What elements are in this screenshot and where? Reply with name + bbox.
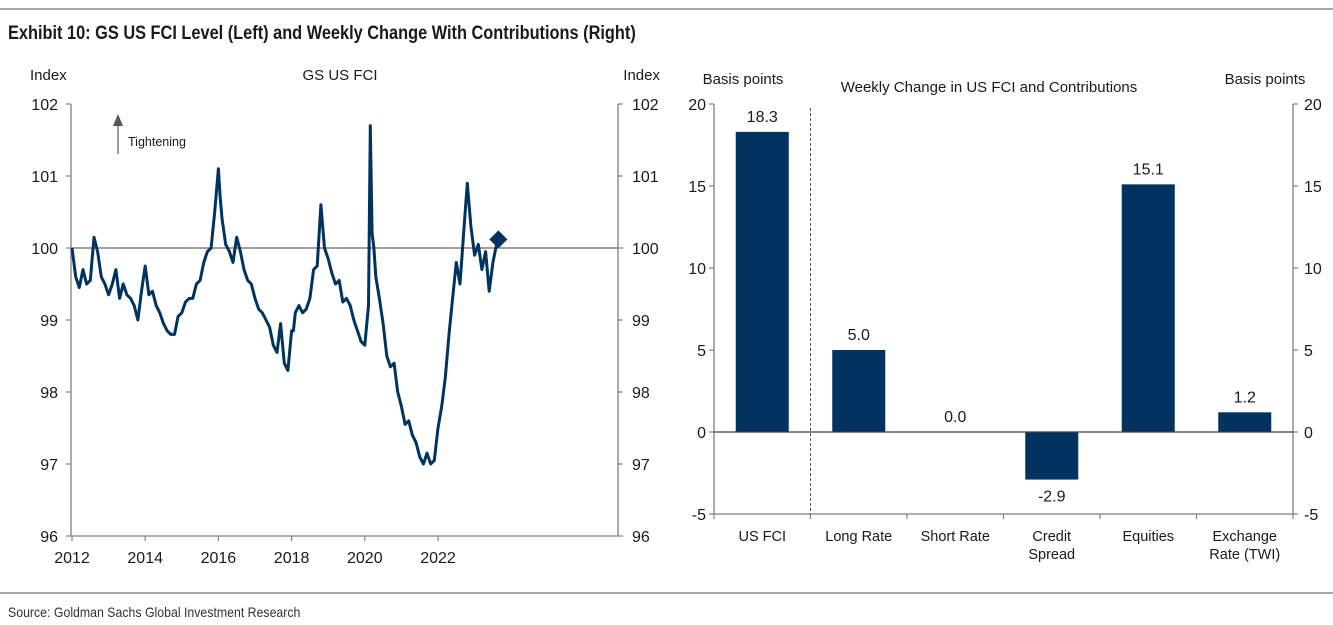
weekly-change-chart: Basis points Weekly Change in US FCI and … (688, 71, 1322, 563)
right-axis-label: Basis points (1225, 71, 1306, 88)
y-tick-label-right: 96 (632, 529, 650, 546)
y-tick-label-left: 101 (31, 169, 58, 186)
x-tick-label: 2014 (127, 550, 163, 567)
y-tick-label-left: 98 (40, 385, 58, 402)
y-tick-label-right: 101 (632, 169, 659, 186)
left-axis-label: Index (30, 67, 67, 84)
latest-value-diamond (489, 230, 508, 249)
y-tick-label-right: -5 (1304, 507, 1318, 524)
y-tick-label-right: 100 (632, 241, 659, 258)
category-label: Spread (1028, 547, 1075, 563)
x-tick-label: 2012 (54, 550, 90, 567)
x-tick-label: 2020 (347, 550, 383, 567)
category-label: Long Rate (825, 529, 892, 545)
y-tick-label-left: 20 (688, 97, 706, 114)
fci-line (70, 124, 499, 466)
y-tick-label-left: 100 (31, 241, 58, 258)
bar-data-label: 1.2 (1234, 389, 1256, 406)
y-tick-label-left: 102 (31, 97, 58, 114)
bar (1121, 184, 1175, 432)
y-tick-label-right: 10 (1304, 261, 1322, 278)
y-tick-label-right: 97 (632, 457, 650, 474)
tightening-annotation: Tightening (128, 135, 186, 149)
y-tick-label-left: 10 (688, 261, 706, 278)
y-tick-label-right: 5 (1304, 343, 1313, 360)
y-tick-label-left: 15 (688, 179, 706, 196)
y-tick-label-right: 98 (632, 385, 650, 402)
x-tick-label: 2022 (420, 550, 456, 567)
y-tick-label-right: 99 (632, 313, 650, 330)
y-tick-label-left: 97 (40, 457, 58, 474)
chart-title: Weekly Change in US FCI and Contribution… (841, 79, 1138, 96)
bar (1025, 432, 1079, 480)
right-axis-label: Index (623, 67, 660, 84)
source-note: Source: Goldman Sachs Global Investment … (8, 604, 301, 620)
y-tick-label-left: 5 (697, 343, 706, 360)
x-tick-label: 2018 (274, 550, 310, 567)
y-tick-label-left: 99 (40, 313, 58, 330)
category-label: Exchange (1213, 529, 1278, 545)
category-label: Rate (TWI) (1209, 547, 1280, 563)
bar (1218, 412, 1272, 432)
bottom-rule (0, 592, 1333, 594)
y-tick-label-right: 0 (1304, 425, 1313, 442)
bar-data-label: 15.1 (1133, 161, 1164, 178)
y-tick-label-left: 96 (40, 529, 58, 546)
category-label: Short Rate (921, 529, 990, 545)
x-tick-label: 2016 (201, 550, 237, 567)
category-label: US FCI (738, 529, 786, 545)
category-label: Credit (1032, 529, 1071, 545)
tightening-arrow-icon (113, 114, 123, 126)
chart-title: GS US FCI (302, 67, 377, 84)
fci-level-chart: Index GS US FCI Index 96 96 97 97 98 98 99 99 100 10… (30, 67, 660, 567)
bar (735, 131, 789, 432)
y-tick-label-right: 20 (1304, 97, 1322, 114)
exhibit-title: Exhibit 10: GS US FCI Level (Left) and W… (8, 23, 636, 44)
y-tick-label-right: 15 (1304, 179, 1322, 196)
bar (832, 350, 886, 432)
bar-data-label: 0.0 (944, 409, 966, 426)
bar-data-label: 18.3 (747, 109, 778, 126)
category-label: Equities (1122, 529, 1174, 545)
top-rule (0, 8, 1333, 10)
bar-data-label: 5.0 (848, 327, 870, 344)
bar-data-label: -2.9 (1038, 489, 1066, 506)
left-axis-label: Basis points (703, 71, 784, 88)
y-tick-label-left: 0 (697, 425, 706, 442)
y-tick-label-right: 102 (632, 97, 659, 114)
y-tick-label-left: -5 (692, 507, 706, 524)
